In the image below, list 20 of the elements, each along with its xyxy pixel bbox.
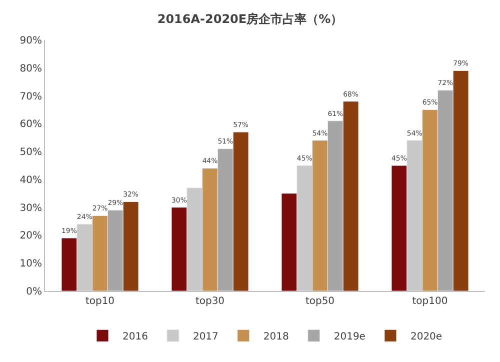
y-tick-label: 40% [20, 174, 42, 186]
y-tick-label: 10% [20, 258, 42, 270]
legend-label: 2016 [122, 332, 148, 343]
y-tick-label: 60% [20, 119, 42, 130]
x-tick-label: top10 [85, 296, 115, 307]
y-tick-label: 30% [20, 202, 42, 214]
y-tick-label: 70% [20, 91, 42, 102]
y-tick-label: 90% [20, 36, 42, 46]
x-tick-label: top100 [412, 296, 448, 307]
legend-label: 2018 [263, 332, 289, 343]
legend-label: 2017 [192, 332, 218, 343]
legend-label: 2019e [334, 332, 366, 343]
y-tick-label: 0% [26, 286, 42, 298]
y-tick-label: 50% [20, 147, 42, 158]
x-tick-label: top30 [195, 296, 225, 307]
chart-title: 2016A-2020E房企市占率（%） [157, 12, 343, 26]
legend-label: 2020e [410, 332, 442, 343]
x-tick-label: top50 [305, 296, 335, 307]
y-tick-label: 80% [20, 63, 42, 74]
y-tick-label: 20% [20, 230, 42, 242]
